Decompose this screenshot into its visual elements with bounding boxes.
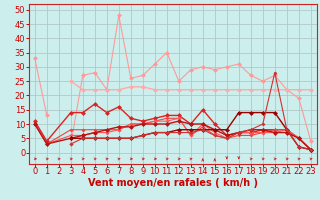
X-axis label: Vent moyen/en rafales ( km/h ): Vent moyen/en rafales ( km/h ) xyxy=(88,178,258,188)
